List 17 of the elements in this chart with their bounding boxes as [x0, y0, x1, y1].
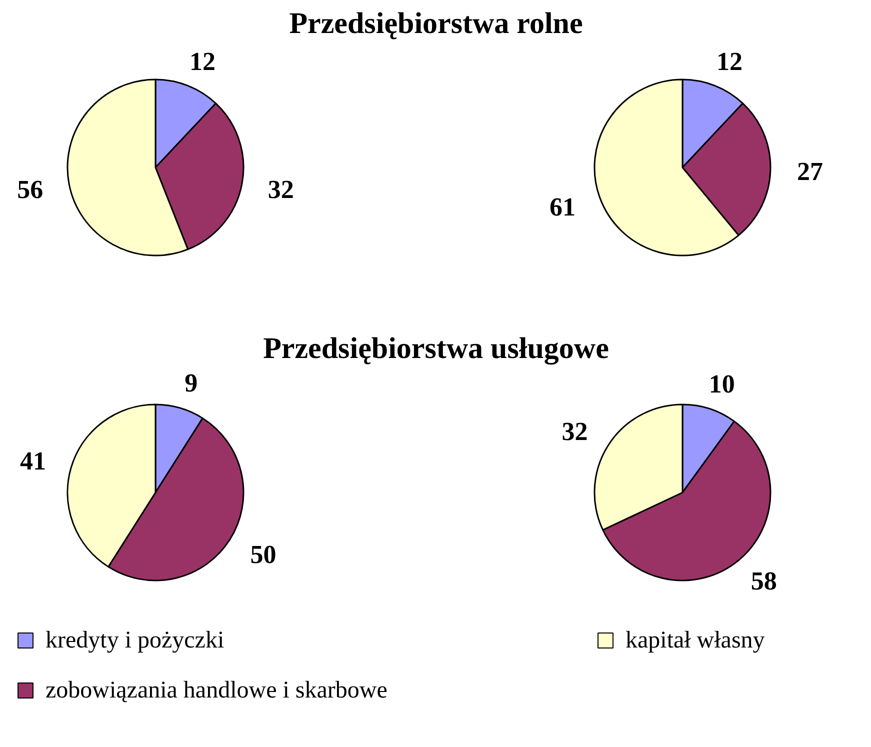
data-label: 27: [797, 157, 824, 186]
data-label: 10: [708, 370, 735, 399]
data-label: 56: [17, 174, 44, 204]
data-label: 32: [268, 174, 294, 204]
data-label: 41: [20, 446, 46, 476]
data-label: 61: [549, 192, 576, 222]
data-label: 32: [562, 417, 588, 446]
data-label: 9: [184, 368, 198, 398]
data-label: 12: [716, 47, 742, 76]
legend-label: kapitał własny: [626, 628, 765, 654]
chart-title: Przedsiębiorstwa rolne: [289, 7, 583, 40]
data-label: 50: [250, 540, 276, 569]
data-label: 12: [189, 47, 216, 76]
legend-label: zobowiązania handlowe i skarbowe: [46, 678, 388, 704]
legend-label: kredyty i pożyczki: [46, 628, 224, 654]
data-label: 58: [750, 566, 777, 596]
text: Przedsiębiorstwa usługowe: [263, 332, 609, 365]
